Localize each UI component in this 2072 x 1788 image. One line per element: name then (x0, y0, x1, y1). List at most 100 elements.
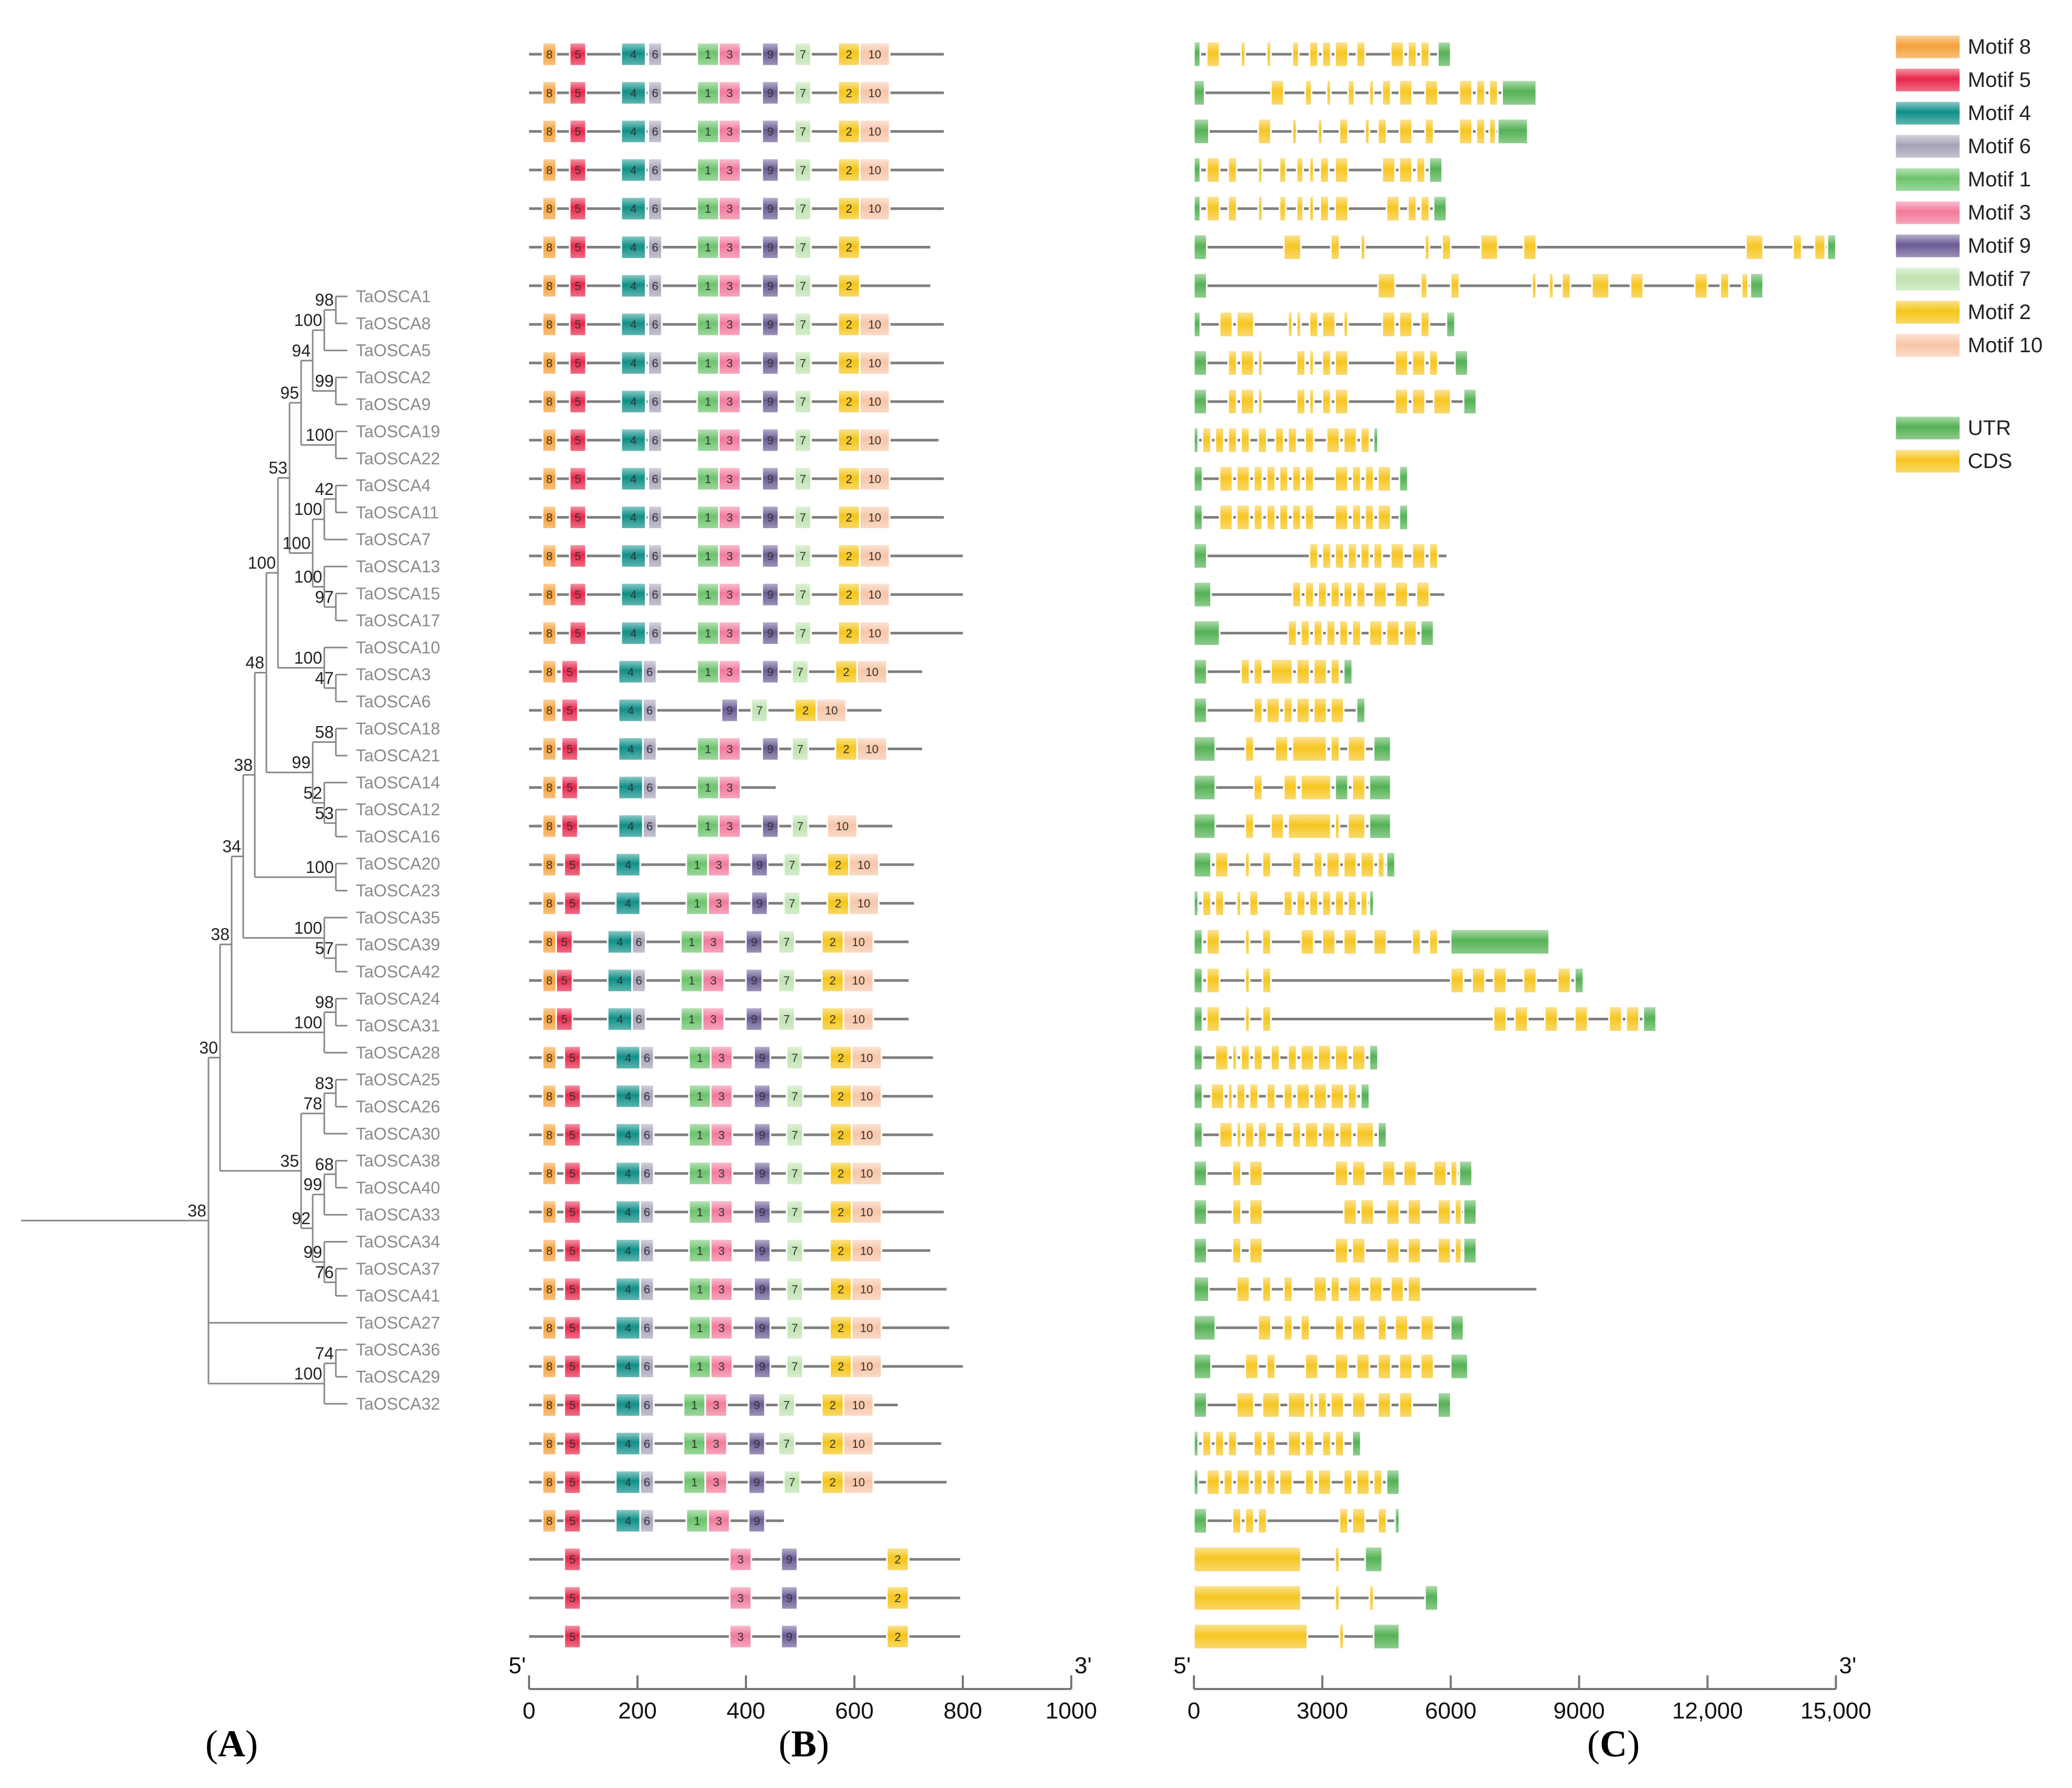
motif-number: 6 (652, 241, 658, 254)
cds-block-shade (1356, 582, 1366, 608)
motif-box-shade (708, 1509, 730, 1533)
cds-block-shade (1352, 1508, 1366, 1534)
utr-block-shade (1194, 852, 1211, 878)
motif-number: 8 (546, 280, 553, 293)
cds-block-shade (1228, 350, 1237, 376)
motif-number: 10 (860, 1128, 873, 1141)
cds-block-shade (1369, 1276, 1382, 1302)
utr-block-shade (1373, 428, 1378, 453)
tree-tip-label: TaOSCA9 (356, 395, 431, 414)
motif-box-shade (794, 583, 811, 607)
motif-box-shade (851, 1046, 882, 1069)
cds-block-shade (1412, 389, 1426, 414)
motif-number: 7 (797, 665, 803, 679)
cds-block-shade (1262, 929, 1271, 955)
motif-number: 5 (569, 858, 575, 871)
motif-box-shade (721, 699, 738, 722)
motif-box-shade (697, 737, 719, 761)
motif-box-shade (778, 1007, 795, 1031)
utr-block-shade (1386, 1469, 1400, 1495)
cds-block-shade (1305, 1354, 1318, 1379)
cds-block-shade (1386, 196, 1400, 222)
utr-block-shade (1194, 428, 1199, 453)
cds-block-shade (1297, 698, 1310, 723)
cds-block-shade (1305, 1431, 1314, 1456)
motif-box-shade (542, 1393, 556, 1417)
cds-block-shade (1390, 42, 1404, 67)
motif-number: 6 (646, 820, 653, 833)
motif-box-shade (621, 158, 646, 182)
motif-number: 1 (705, 434, 711, 447)
motif-number: 7 (792, 1244, 798, 1257)
motif-number: 5 (575, 164, 581, 177)
motif-box-shade (697, 81, 719, 105)
panel-label-c: (C) (1587, 1723, 1640, 1765)
cds-block-shade (1241, 350, 1254, 376)
motif-box-shade (719, 351, 741, 375)
utr-block-shade (1194, 1469, 1199, 1495)
cds-block-shade (1343, 929, 1357, 955)
motif-number: 5 (569, 1167, 575, 1180)
motif-box-shade (838, 467, 860, 491)
motif-number: 8 (546, 1128, 553, 1141)
cds-block-shade (1335, 504, 1348, 530)
motif-box-shade (621, 505, 646, 529)
motif-number: 7 (783, 1013, 790, 1026)
utr-block-shade (1378, 1122, 1387, 1148)
motif-number: 3 (719, 1051, 725, 1065)
motif-box-shade (794, 699, 816, 722)
cds-block-shade (1741, 273, 1748, 299)
utr-block-shade (1450, 1354, 1468, 1379)
motif-number: 7 (756, 704, 763, 717)
motif-box-shade (615, 1161, 641, 1185)
motif-number: 4 (625, 1090, 631, 1103)
tree-tip-label: TaOSCA19 (356, 422, 440, 441)
motif-box-shade (542, 197, 556, 221)
motif-number: 8 (546, 356, 553, 370)
cds-block-shade (1228, 196, 1237, 222)
cds-block-shade (1301, 929, 1314, 955)
utr-block-shade (1365, 1546, 1382, 1572)
bootstrap-value: 97 (315, 588, 334, 607)
cds-block-shade (1245, 1508, 1254, 1534)
cds-block-shade (1283, 1084, 1292, 1109)
motif-box-shade (615, 1355, 641, 1378)
motif-number: 4 (616, 1013, 623, 1026)
cds-block-shade (1369, 80, 1374, 106)
motif-box-shade (697, 583, 719, 607)
cds-block-shade (1386, 1238, 1400, 1264)
motif-box-shade (648, 43, 662, 66)
motif-box-shade (621, 583, 646, 607)
motif-box-shade (683, 1471, 705, 1494)
legend-label: Motif 3 (1968, 201, 2031, 224)
cds-block-shade (1331, 659, 1340, 684)
motif-box-shade (794, 351, 811, 375)
cds-block-shade (1288, 620, 1297, 646)
motif-box-shade (838, 621, 860, 645)
cds-block-shade (1258, 1508, 1267, 1534)
cds-block-shade (1194, 1624, 1308, 1650)
motif-number: 5 (575, 318, 581, 331)
utr-block-shade (1194, 1276, 1209, 1302)
gene-axis-tick-label: 12,000 (1672, 1698, 1743, 1724)
motif-box-shade (838, 544, 860, 568)
motif-number: 6 (652, 472, 658, 485)
motif-number: 6 (644, 1244, 650, 1257)
legend-label: Motif 6 (1968, 135, 2031, 158)
motif-box-shade (749, 1471, 765, 1494)
cds-block-shade (1335, 1315, 1344, 1340)
cds-block-shade (1288, 428, 1297, 453)
cds-block-shade (1245, 929, 1250, 955)
motif-box-shade (830, 1316, 852, 1339)
cds-block-shade (1361, 890, 1368, 916)
cds-block-shade (1339, 1624, 1344, 1650)
cds-block-shade (1489, 118, 1496, 144)
motif-box-shade (697, 235, 719, 259)
cds-block-shade (1476, 118, 1485, 144)
tree-tip-label: TaOSCA20 (356, 854, 440, 873)
motif-number: 7 (797, 820, 803, 833)
motif-number: 3 (726, 434, 733, 447)
motif-box-shade (711, 1277, 733, 1301)
cds-block-shade (1245, 968, 1250, 994)
motif-box-shade (683, 1432, 705, 1455)
